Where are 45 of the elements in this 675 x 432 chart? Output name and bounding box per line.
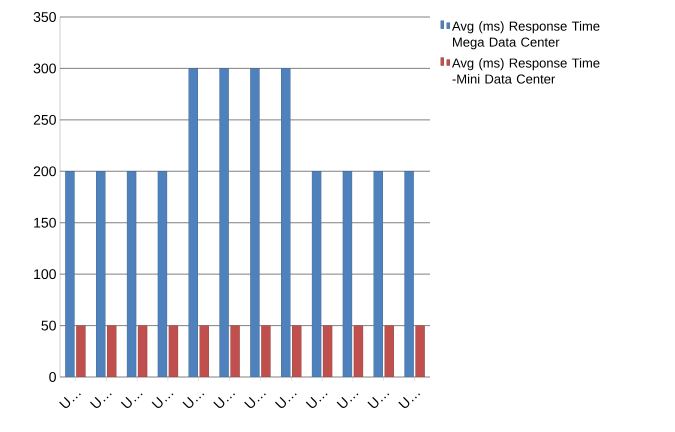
legend-label: Avg (ms) Response Time -Mini Data Center <box>452 58 600 84</box>
x-tick-label: U… <box>120 393 143 408</box>
bar <box>374 171 383 377</box>
bar <box>76 325 86 377</box>
bar <box>219 68 229 377</box>
y-tick-label: 350 <box>34 12 56 22</box>
bar <box>107 325 116 377</box>
bar <box>138 325 148 377</box>
legend-label: Avg (ms) Response Time Mega Data Center <box>452 21 600 50</box>
x-tick-label: U… <box>59 393 81 408</box>
bar <box>168 325 178 377</box>
bar <box>96 171 106 377</box>
bar <box>322 325 332 377</box>
bar <box>200 325 209 377</box>
bar <box>65 171 75 377</box>
y-tick-label: 150 <box>34 218 56 228</box>
x-tick-label: U… <box>152 393 174 408</box>
x-tick-label: U… <box>398 393 420 408</box>
bar <box>261 325 271 377</box>
y-tick-label: 50 <box>41 320 56 331</box>
x-tick-label: U… <box>90 393 112 408</box>
y-tick-label: 300 <box>34 63 56 74</box>
bar <box>354 325 364 377</box>
x-tick-label: U… <box>213 393 236 408</box>
bar <box>230 325 240 377</box>
bar <box>292 325 302 377</box>
bar <box>415 325 425 377</box>
bar <box>312 171 322 377</box>
bar <box>281 68 290 377</box>
x-tick-label: U… <box>274 393 297 408</box>
bar <box>188 68 198 377</box>
bar <box>250 68 260 377</box>
bar <box>384 325 394 377</box>
bar <box>404 171 414 377</box>
x-tick-label: U… <box>306 393 328 408</box>
y-tick-label: 0 <box>49 372 56 382</box>
y-tick-label: 100 <box>34 269 56 280</box>
bar <box>158 171 168 377</box>
y-tick-label: 250 <box>34 114 56 125</box>
bar <box>126 171 136 377</box>
x-tick-label: U… <box>367 393 390 408</box>
y-tick-label: 200 <box>34 166 56 176</box>
x-tick-label: U… <box>244 393 266 408</box>
x-tick-label: U… <box>336 393 358 408</box>
x-tick-label: U… <box>182 393 204 408</box>
